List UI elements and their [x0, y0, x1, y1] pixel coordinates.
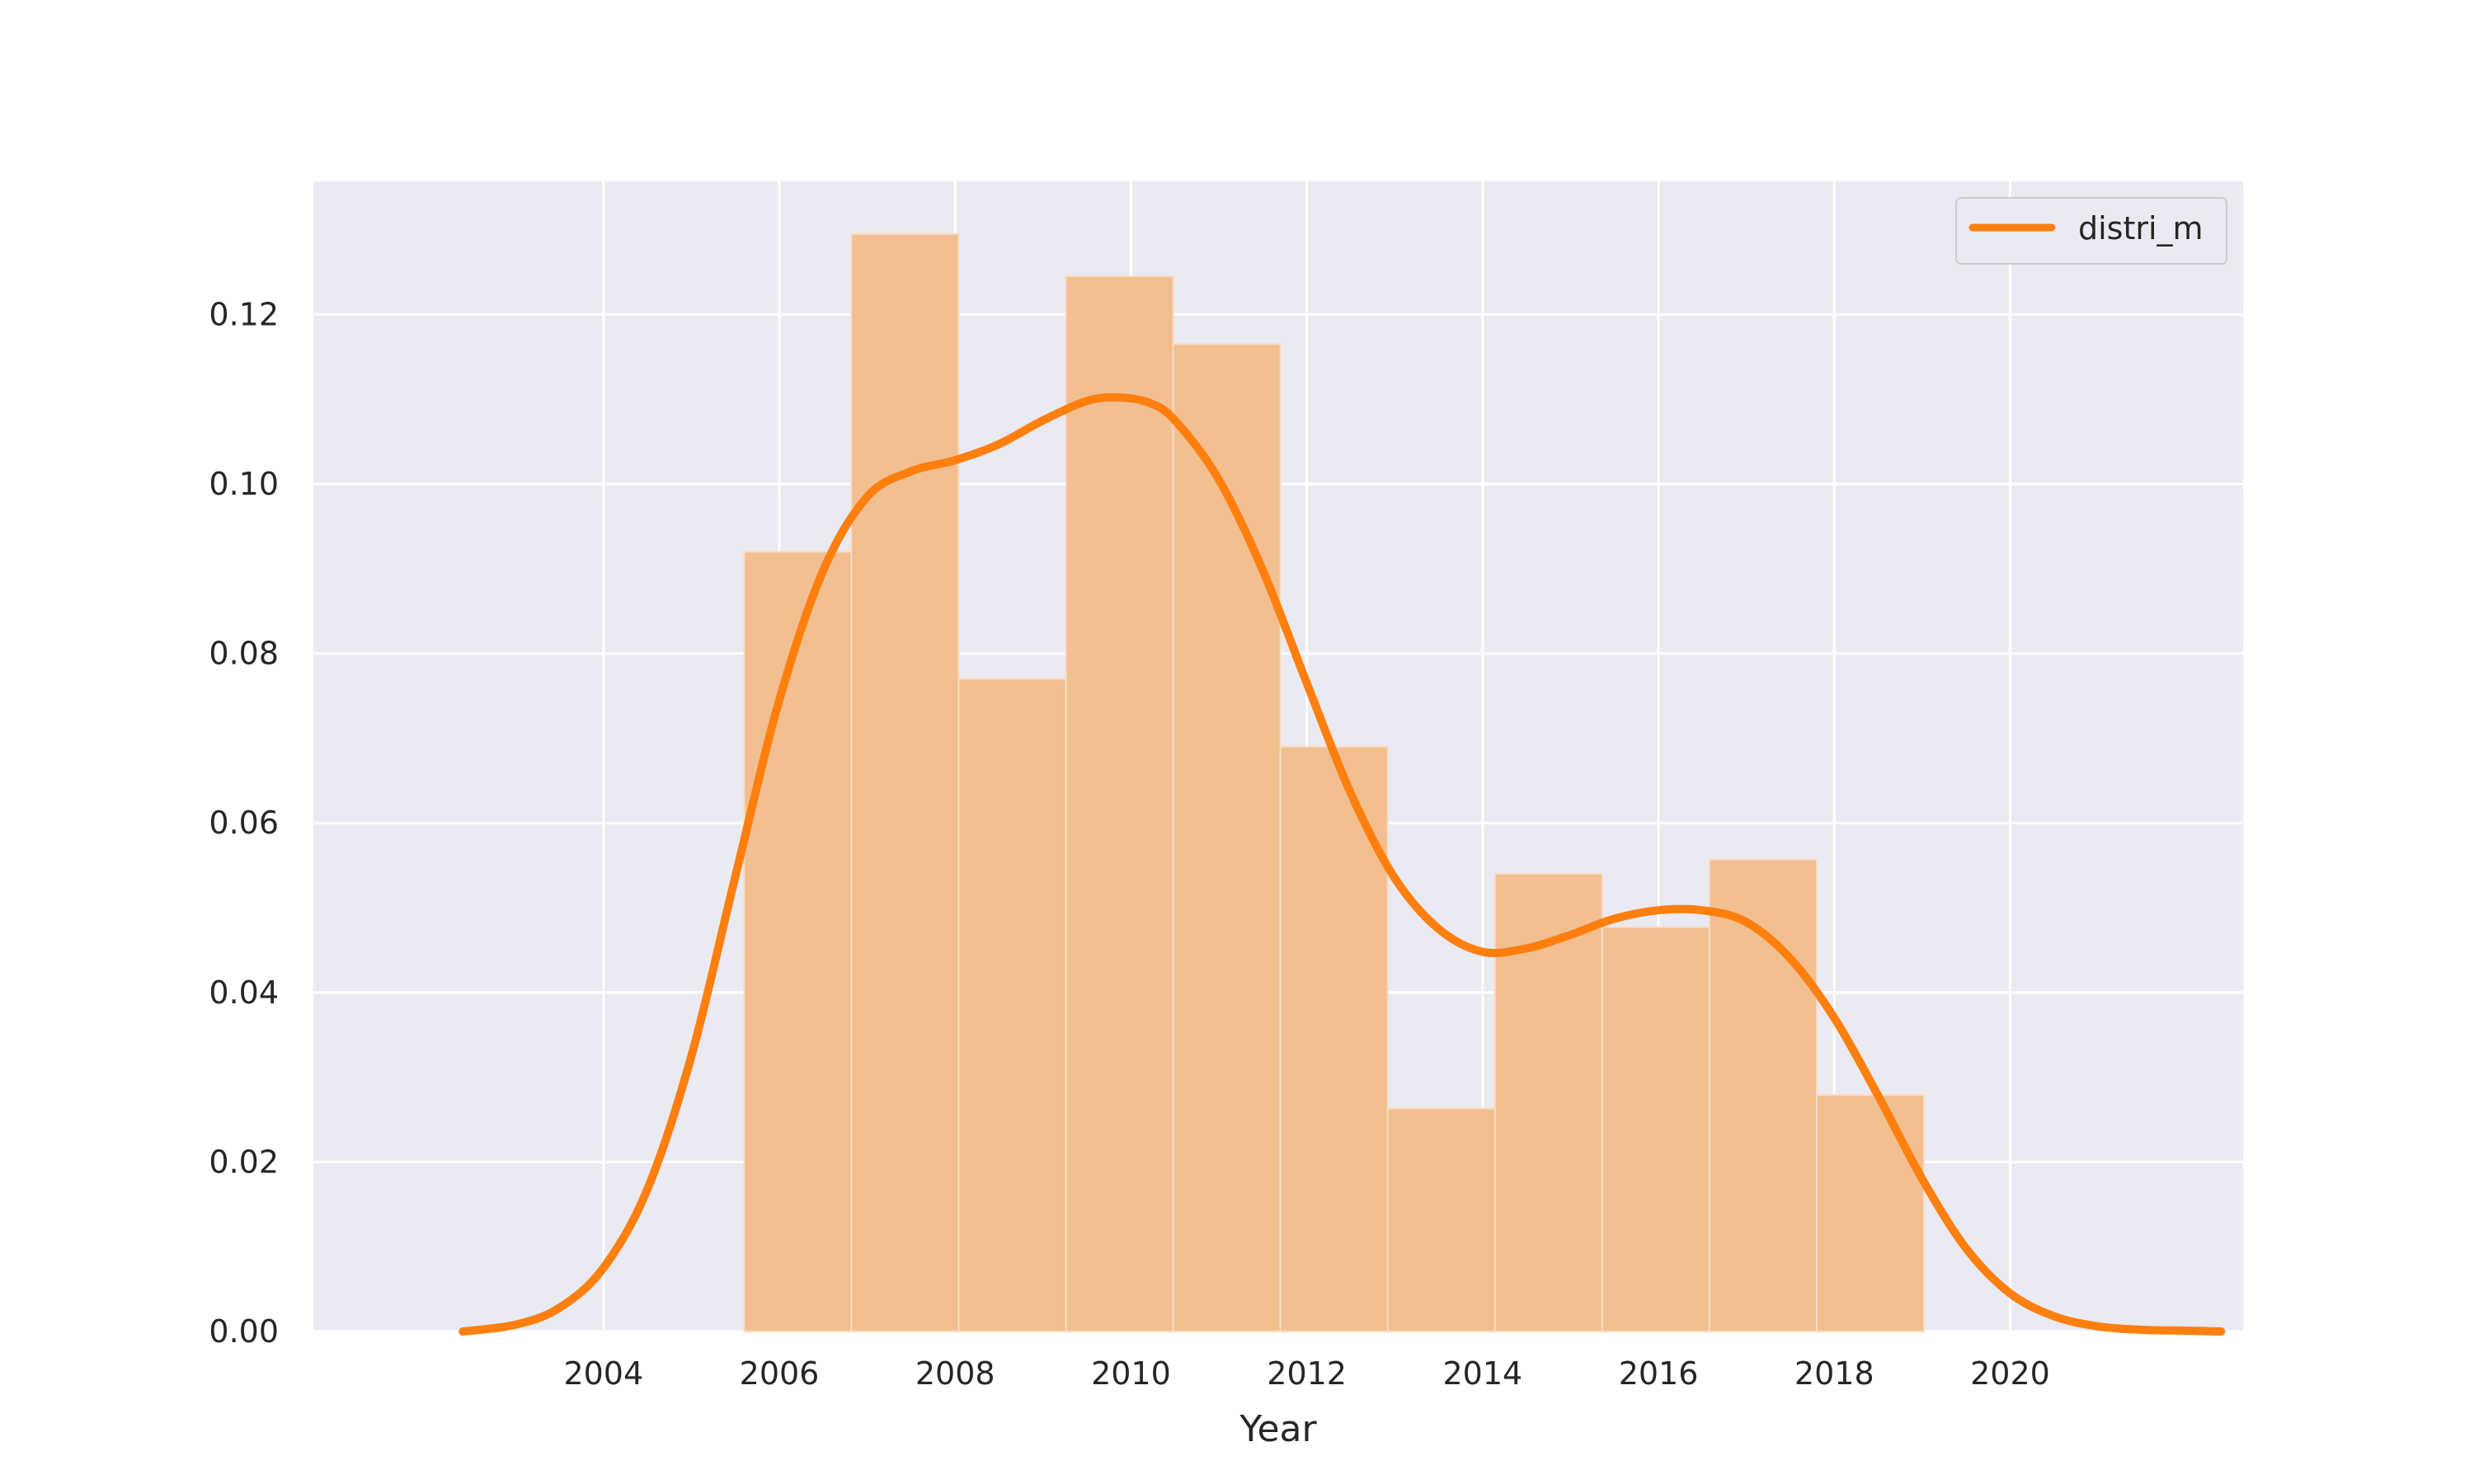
histogram-bar	[1815, 1094, 1926, 1332]
histogram-bar	[1065, 275, 1174, 1332]
y-tick-label: 0.04	[209, 974, 279, 1011]
histogram-bar	[1601, 926, 1710, 1332]
legend: distri_m	[1955, 197, 2227, 265]
histogram-bars	[743, 232, 1926, 1333]
legend-box	[1955, 197, 2227, 265]
x-tick-label: 2018	[1794, 1355, 1874, 1392]
histogram-bar	[850, 232, 960, 1332]
x-axis-title: Year	[1239, 1408, 1317, 1450]
x-tick-label: 2012	[1267, 1355, 1347, 1392]
x-tick-label: 2008	[915, 1355, 995, 1392]
x-tick-label: 2006	[740, 1355, 820, 1392]
histogram-bar	[957, 678, 1067, 1332]
y-tick-label: 0.08	[209, 636, 279, 672]
kde-line	[459, 392, 2226, 1336]
x-tick-label: 2014	[1442, 1355, 1522, 1392]
series-line-distri_m	[459, 392, 2226, 1336]
y-tick-label: 0.06	[209, 805, 279, 841]
x-tick-label: 2020	[1970, 1355, 2050, 1392]
y-tick-label: 0.00	[209, 1313, 279, 1350]
y-tick-label: 0.12	[209, 296, 279, 332]
y-tick-labels: 0.00 0.02 0.04 0.06 0.08 0.10 0.12	[209, 296, 279, 1350]
x-tick-labels: 2004 2006 2008 2010 2012 2014 2016 2018 2020	[563, 1355, 2049, 1392]
y-tick-label: 0.02	[209, 1144, 279, 1180]
y-tick-label: 0.10	[209, 466, 279, 502]
histogram-bar	[1279, 745, 1389, 1332]
histogram-bar	[1172, 343, 1282, 1332]
x-tick-label: 2016	[1619, 1355, 1699, 1392]
histogram-bar	[1386, 1107, 1496, 1333]
histogram-bar	[743, 551, 853, 1332]
x-tick-label: 2004	[563, 1355, 643, 1392]
legend-label: distri_m	[2078, 210, 2204, 247]
x-tick-label: 2010	[1091, 1355, 1171, 1392]
